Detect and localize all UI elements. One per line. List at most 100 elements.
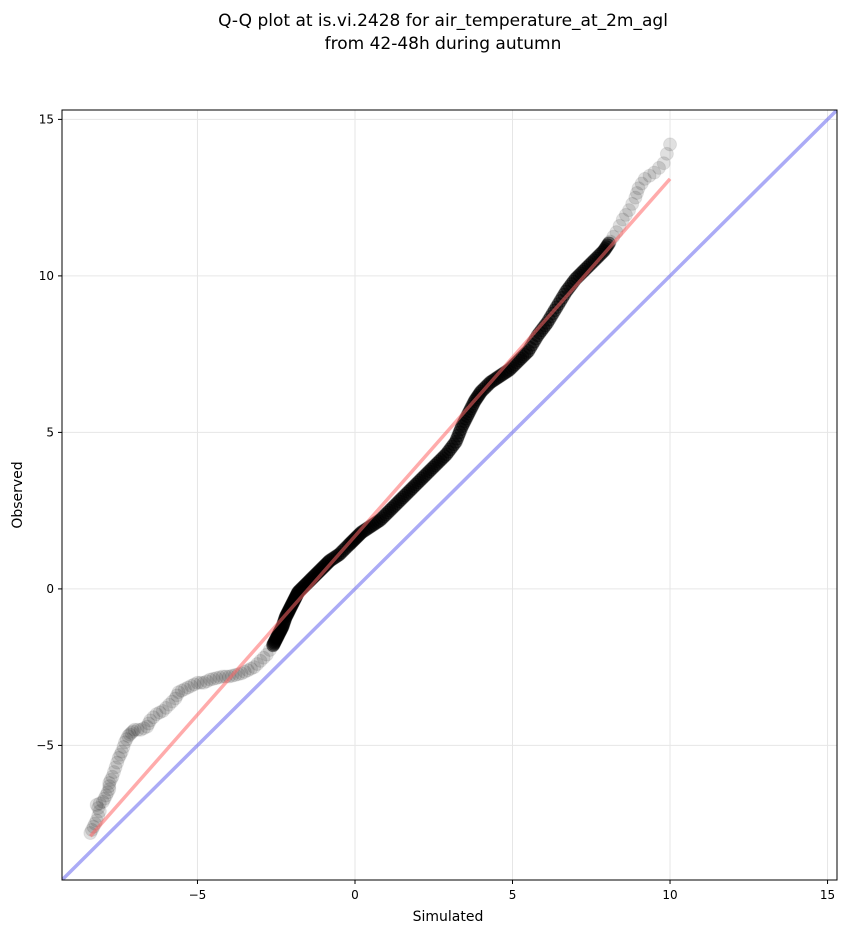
- data-point: [111, 750, 126, 765]
- data-point: [158, 700, 173, 715]
- data-point: [97, 791, 112, 806]
- data-point: [212, 670, 227, 685]
- y-tick-label: 0: [46, 582, 54, 596]
- data-point: [637, 171, 652, 186]
- data-point: [124, 725, 139, 740]
- data-point: [162, 697, 177, 712]
- x-tick-label: 0: [351, 888, 359, 902]
- y-tick-label: 10: [39, 269, 54, 283]
- data-point: [228, 667, 243, 682]
- data-point: [140, 719, 155, 734]
- data-point: [629, 185, 644, 200]
- data-point: [240, 663, 255, 678]
- data-point: [206, 671, 221, 686]
- data-point: [181, 680, 196, 695]
- data-points: [83, 137, 678, 841]
- data-point: [143, 713, 158, 728]
- identity-line: [62, 110, 837, 880]
- data-point: [141, 716, 156, 731]
- data-point: [136, 721, 151, 736]
- data-point: [253, 653, 268, 668]
- data-point: [114, 744, 129, 759]
- data-point: [92, 796, 107, 811]
- y-tick-label: 15: [39, 112, 54, 126]
- data-point: [209, 671, 224, 686]
- data-point: [152, 705, 167, 720]
- data-point: [102, 782, 117, 797]
- data-point: [125, 724, 140, 739]
- data-point: [196, 675, 211, 690]
- data-point: [118, 735, 133, 750]
- fit-line: [89, 177, 672, 838]
- data-point: [247, 660, 262, 675]
- data-point: [149, 707, 164, 722]
- data-point: [95, 794, 110, 809]
- x-axis-label: Simulated: [413, 909, 484, 925]
- data-point: [256, 650, 271, 665]
- data-point: [113, 747, 128, 762]
- data-point: [99, 788, 114, 803]
- data-point: [652, 160, 667, 175]
- data-point: [628, 190, 643, 205]
- data-point: [647, 165, 662, 180]
- data-point: [122, 727, 137, 742]
- data-point: [612, 218, 627, 233]
- data-point: [237, 664, 252, 679]
- data-point: [625, 196, 640, 211]
- data-point: [127, 722, 142, 737]
- data-point: [133, 722, 148, 737]
- data-point: [631, 181, 646, 196]
- data-point: [89, 797, 104, 812]
- data-point: [91, 808, 106, 823]
- y-tick-label: 5: [46, 425, 54, 439]
- data-point: [102, 775, 117, 790]
- data-point: [116, 739, 131, 754]
- data-point: [168, 691, 183, 706]
- y-tick-label: −5: [36, 738, 54, 752]
- data-point: [105, 769, 120, 784]
- data-point: [177, 682, 192, 697]
- data-point: [130, 722, 145, 737]
- data-point: [622, 203, 637, 218]
- data-point: [119, 732, 134, 747]
- chart-title-line-1: Q-Q plot at is.vi.2428 for air_temperatu…: [218, 11, 668, 31]
- data-point: [106, 765, 121, 780]
- data-point: [184, 678, 199, 693]
- data-point: [100, 785, 115, 800]
- data-point: [642, 168, 657, 183]
- data-point: [187, 677, 202, 692]
- data-point: [102, 779, 117, 794]
- data-point: [203, 672, 218, 687]
- data-point: [121, 729, 136, 744]
- x-tick-label: 10: [662, 888, 677, 902]
- data-point: [663, 137, 678, 152]
- data-point: [169, 688, 184, 703]
- data-point: [618, 207, 633, 222]
- plot-frame: [61, 109, 838, 881]
- data-point: [171, 685, 186, 700]
- data-point: [155, 703, 170, 718]
- data-point: [110, 755, 125, 770]
- data-point: [190, 675, 205, 690]
- y-axis-ticks: −5 0 5 10 15: [36, 112, 62, 752]
- data-point: [634, 176, 649, 191]
- y-axis-label: Observed: [10, 461, 26, 528]
- data-point: [91, 801, 106, 816]
- data-point: [193, 675, 208, 690]
- x-axis-ticks: −5 0 5 10 15: [189, 880, 835, 902]
- data-point: [615, 212, 630, 227]
- grid-lines: [62, 110, 837, 880]
- x-tick-label: 5: [509, 888, 517, 902]
- data-point: [250, 657, 265, 672]
- data-point: [108, 760, 123, 775]
- chart-title-line-2: from 42-48h during autumn: [325, 34, 562, 54]
- data-point: [656, 156, 671, 171]
- data-point: [92, 804, 107, 819]
- data-point: [659, 146, 674, 161]
- data-point: [146, 710, 161, 725]
- data-point: [199, 674, 214, 689]
- x-tick-label: −5: [189, 888, 207, 902]
- data-point: [103, 772, 118, 787]
- data-point: [83, 826, 98, 841]
